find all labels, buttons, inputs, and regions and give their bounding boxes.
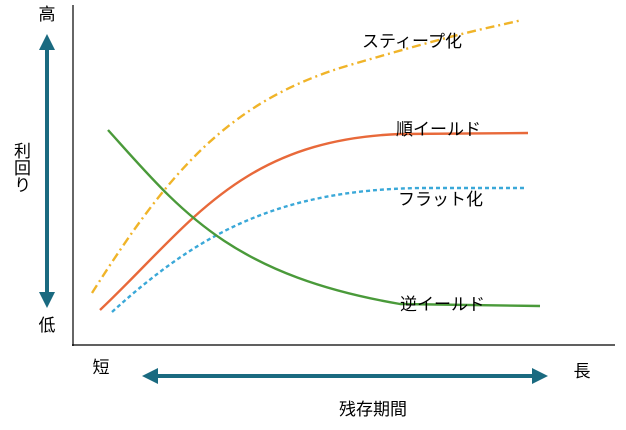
curve-label: フラット化 (398, 190, 483, 210)
y-low-label: 低 (39, 316, 56, 336)
curve-label: 順イールド (396, 120, 481, 140)
curve-label: スティープ化 (362, 32, 462, 52)
steepening-curve (90, 18, 523, 294)
inverted-curve (107, 129, 541, 308)
y-high-label: 高 (39, 5, 56, 25)
x-axis-title: 残存期間 (339, 400, 407, 420)
curve-label: 逆イールド (400, 295, 485, 315)
flat-curve (111, 186, 527, 313)
x-long-label: 長 (574, 362, 591, 382)
normal-curve (99, 131, 529, 311)
x-short-label: 短 (93, 358, 110, 378)
y-axis-title: 利回り (10, 142, 31, 193)
